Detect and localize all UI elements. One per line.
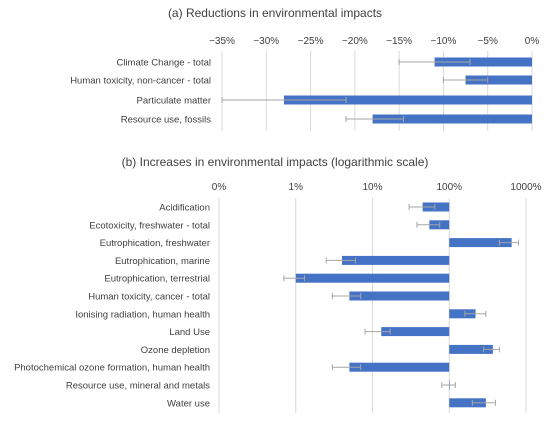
panel-a-category-label: Human toxicity, non-cancer - total (70, 76, 211, 87)
panel-a-tick-label: −30% (253, 36, 279, 47)
panel-a-category-label: Climate Change - total (116, 58, 211, 69)
panel-b-category-label: Ozone depletion (141, 345, 210, 356)
panel-b-category-label: Eutrophication, terrestrial (104, 274, 210, 285)
panel-b-category-label: Human toxicity, cancer - total (88, 292, 210, 303)
panel-b-category-label: Acidification (159, 203, 210, 214)
panel-a-tick-label: −20% (342, 36, 368, 47)
panel-a-tick-label: −35% (209, 36, 235, 47)
panel-b-tick-label: 1% (289, 182, 304, 193)
panel-b-bar (381, 327, 450, 337)
panel-b-bar (449, 344, 493, 354)
panel-b-tick-label: 10% (362, 182, 382, 193)
panel-b-bar (449, 309, 476, 319)
panel-b-bar (349, 362, 450, 372)
panel-b-bar (349, 291, 450, 301)
panel-b-bar (422, 202, 450, 212)
panel-b-bar (295, 273, 450, 283)
panel-b-category-label: Ecotoxicity, freshwater - total (89, 220, 210, 231)
panel-b-bar (449, 238, 512, 248)
panel-b-bar (449, 398, 486, 408)
panel-b-category-label: Resource use, mineral and metals (66, 381, 210, 392)
panel-a-bar (434, 57, 532, 67)
panel-a-tick-label: −15% (386, 36, 412, 47)
panel-b-bar (341, 255, 450, 265)
panel-b-title: (b) Increases in environmental impacts (… (122, 155, 429, 169)
panel-b-category-label: Eutrophication, marine (115, 256, 210, 267)
panel-a-tick-label: 0% (525, 36, 540, 47)
panel-b-tick-label: 100% (436, 182, 462, 193)
panel-a-tick-label: −10% (430, 36, 456, 47)
panel-a-bar (465, 75, 532, 85)
panel-a-bar (372, 114, 532, 124)
panel-b-tick-label: 1000% (510, 182, 541, 193)
panel-b-category-label: Water use (167, 398, 210, 409)
panel-b-category-label: Ionising radiation, human health (75, 309, 210, 320)
panel-b-category-label: Photochemical ozone formation, human hea… (14, 363, 210, 374)
panel-b-category-label: Land Use (169, 327, 210, 338)
panel-a-tick-label: −5% (478, 36, 498, 47)
panel-a-category-label: Resource use, fossils (121, 115, 212, 126)
panel-b-category-label: Eutrophication, freshwater (100, 238, 210, 249)
panel-a-category-label: Particulate matter (137, 96, 211, 107)
panel-a-tick-label: −25% (298, 36, 324, 47)
panel-b-tick-label: 0% (212, 182, 227, 193)
panel-a-bar (284, 95, 532, 105)
panel-a-title: (a) Reductions in environmental impacts (168, 6, 382, 20)
